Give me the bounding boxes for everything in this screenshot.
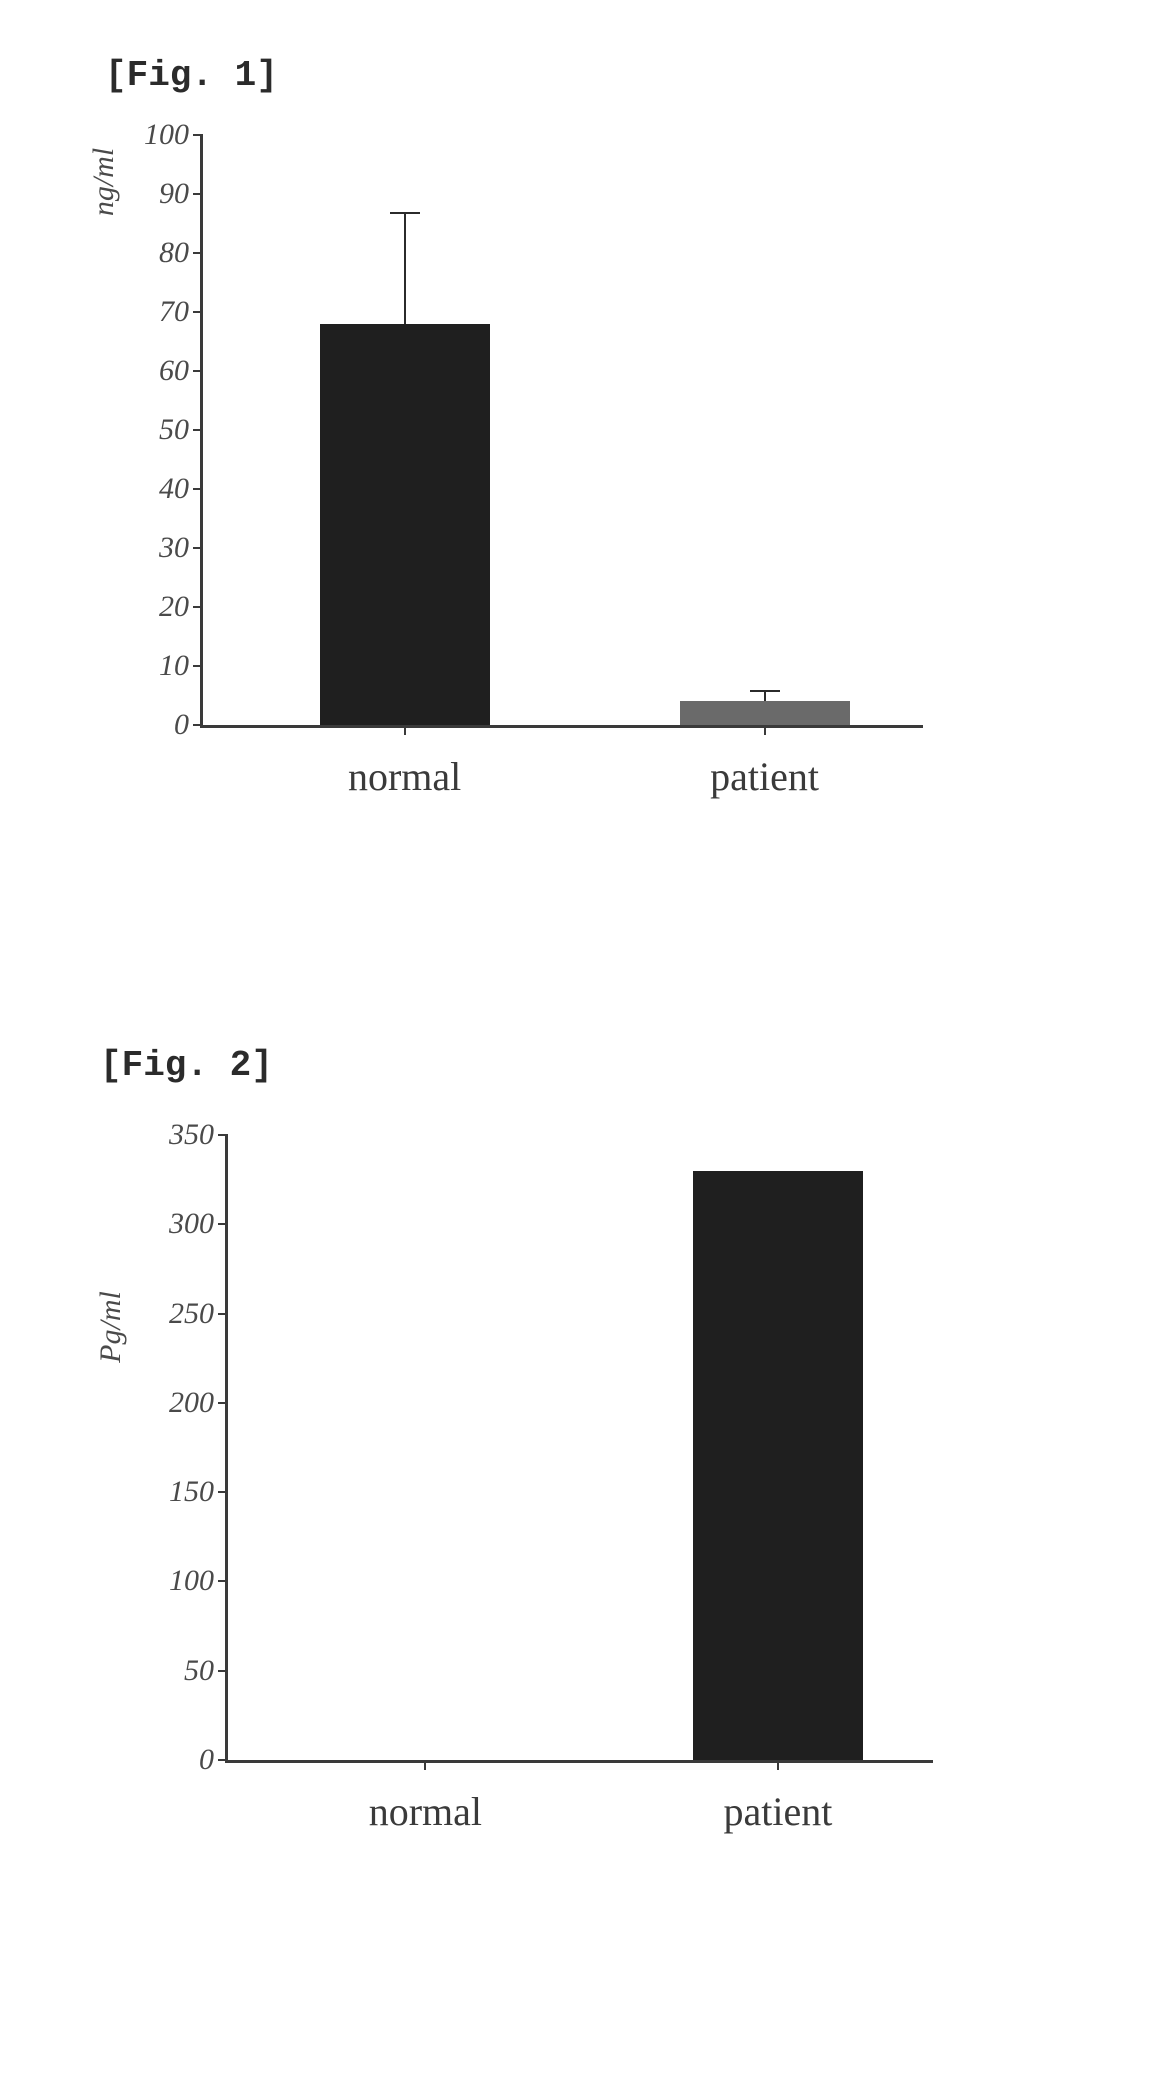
fig1-y-tick-label: 10 bbox=[159, 649, 189, 683]
fig1-y-tick bbox=[193, 193, 203, 195]
fig2-y-tick-label: 350 bbox=[169, 1118, 214, 1152]
fig2-y-tick-label: 200 bbox=[169, 1386, 214, 1420]
fig1-y-tick bbox=[193, 311, 203, 313]
fig2-y-tick bbox=[218, 1402, 228, 1404]
fig1-y-tick-label: 40 bbox=[159, 472, 189, 506]
fig2-y-axis-label: Pg/ml bbox=[94, 1291, 128, 1363]
fig1-x-tick bbox=[764, 725, 766, 735]
fig1-y-tick-label: 20 bbox=[159, 590, 189, 624]
fig2-y-tick bbox=[218, 1670, 228, 1672]
fig2-x-label-patient: patient bbox=[723, 1788, 832, 1835]
fig2-y-tick bbox=[218, 1759, 228, 1761]
fig1-y-axis-label: ng/ml bbox=[87, 148, 121, 216]
fig1-y-tick bbox=[193, 134, 203, 136]
fig1-y-tick-label: 70 bbox=[159, 295, 189, 329]
fig2-x-label-normal: normal bbox=[369, 1788, 482, 1835]
fig1-plot-area: 0102030405060708090100normalpatient bbox=[200, 135, 923, 728]
fig1-y-tick bbox=[193, 547, 203, 549]
fig1-y-tick bbox=[193, 370, 203, 372]
fig2-y-tick-label: 150 bbox=[169, 1475, 214, 1509]
fig2-y-tick bbox=[218, 1580, 228, 1582]
fig1-y-tick-label: 60 bbox=[159, 354, 189, 388]
fig2-y-tick-label: 100 bbox=[169, 1564, 214, 1598]
fig1-y-tick bbox=[193, 429, 203, 431]
fig1-y-tick bbox=[193, 665, 203, 667]
fig1-bar-patient bbox=[680, 701, 850, 725]
fig1-x-tick bbox=[404, 725, 406, 735]
fig1-y-tick bbox=[193, 606, 203, 608]
fig2-label: [Fig. 2] bbox=[100, 1045, 273, 1086]
fig2-y-tick-label: 0 bbox=[199, 1743, 214, 1777]
fig1-y-tick-label: 50 bbox=[159, 413, 189, 447]
fig2-y-tick bbox=[218, 1313, 228, 1315]
fig2-y-tick-label: 250 bbox=[169, 1297, 214, 1331]
fig2-y-tick bbox=[218, 1223, 228, 1225]
fig1-y-tick-label: 90 bbox=[159, 177, 189, 211]
fig1-y-tick-label: 100 bbox=[144, 118, 189, 152]
fig2-y-tick-label: 300 bbox=[169, 1207, 214, 1241]
fig1-y-tick bbox=[193, 252, 203, 254]
fig1-bar-normal bbox=[320, 324, 490, 725]
fig2-plot-area: 050100150200250300350normalpatient bbox=[225, 1135, 933, 1763]
fig2-y-tick-label: 50 bbox=[184, 1654, 214, 1688]
fig1-y-tick-label: 30 bbox=[159, 531, 189, 565]
fig2-bar-patient bbox=[693, 1171, 863, 1760]
fig1-x-label-normal: normal bbox=[348, 753, 461, 800]
fig2-x-tick bbox=[777, 1760, 779, 1770]
fig1-y-tick bbox=[193, 724, 203, 726]
fig1-y-tick-label: 80 bbox=[159, 236, 189, 270]
fig1-label: [Fig. 1] bbox=[105, 55, 278, 96]
fig2-y-tick bbox=[218, 1134, 228, 1136]
fig1-x-label-patient: patient bbox=[710, 753, 819, 800]
fig1-y-tick bbox=[193, 488, 203, 490]
fig1-y-tick-label: 0 bbox=[174, 708, 189, 742]
fig2-x-tick bbox=[424, 1760, 426, 1770]
fig2-y-tick bbox=[218, 1491, 228, 1493]
